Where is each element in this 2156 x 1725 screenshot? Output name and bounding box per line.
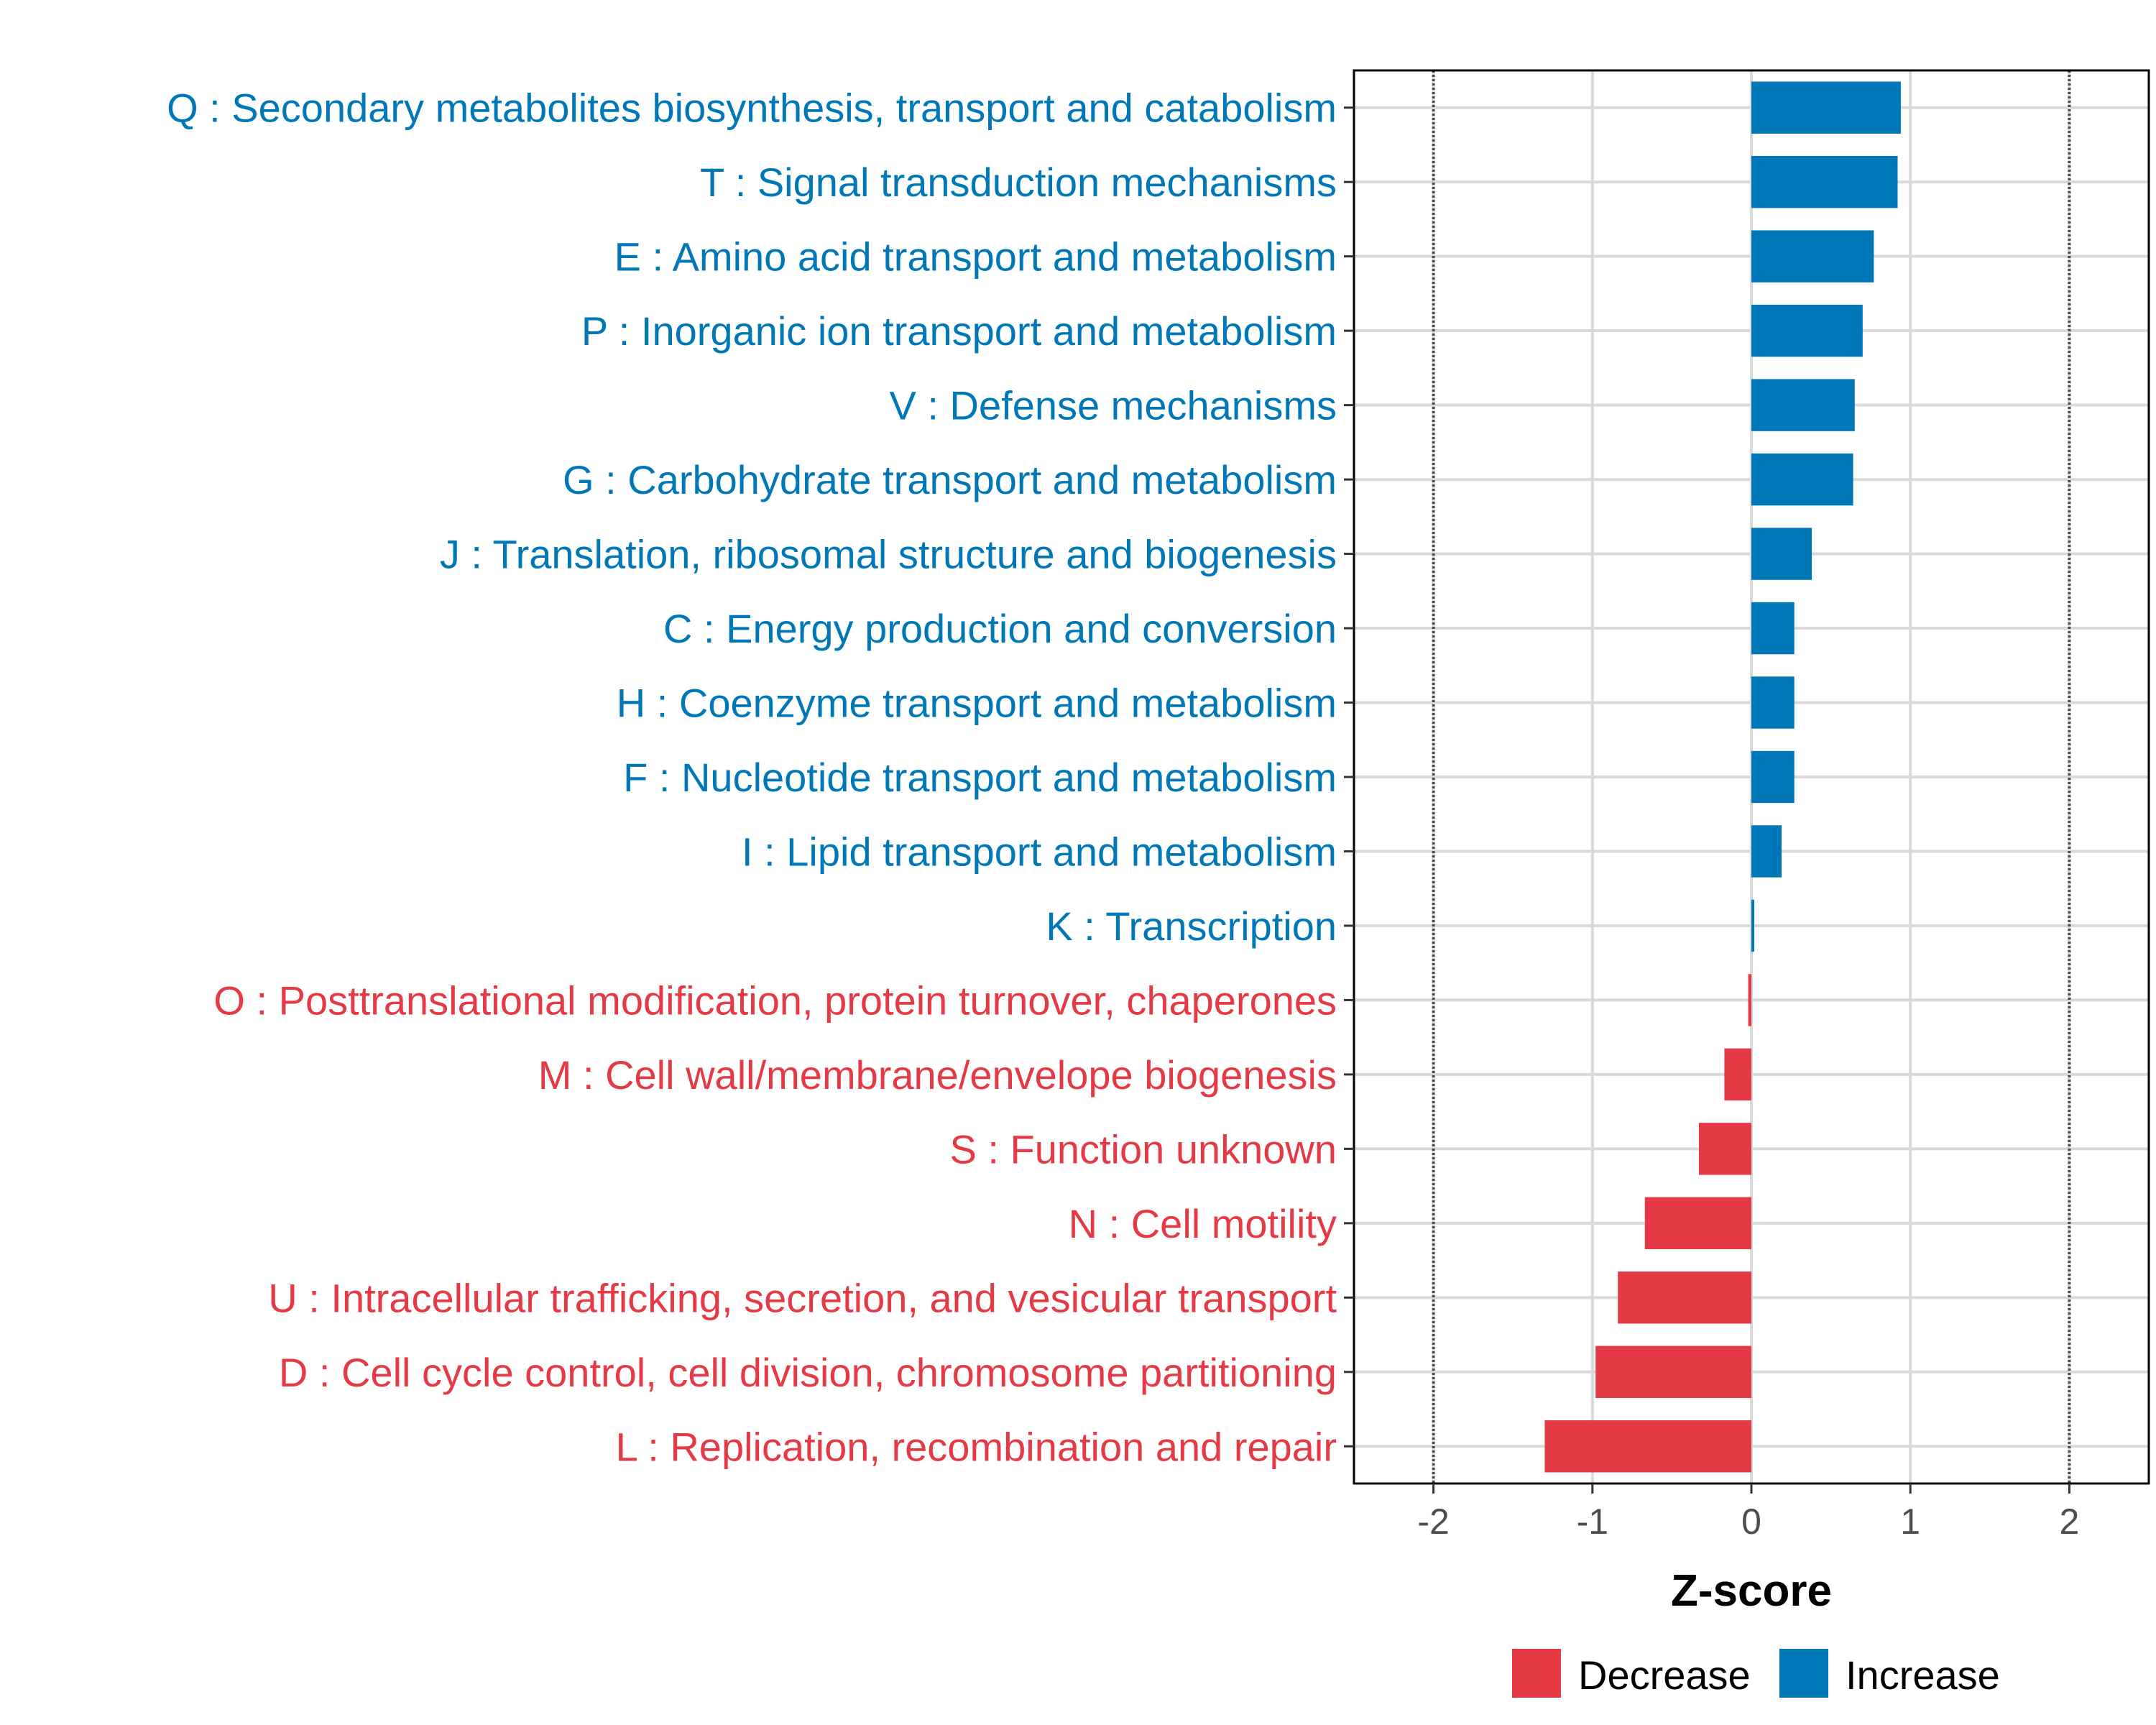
x-tick-label: -2 xyxy=(1417,1501,1449,1542)
bar xyxy=(1751,750,1795,804)
category-label: T : Signal transduction mechanisms xyxy=(700,160,1337,205)
category-label: H : Coenzyme transport and metabolism xyxy=(617,681,1337,726)
category-label: C : Energy production and conversion xyxy=(663,606,1337,651)
bar xyxy=(1751,379,1855,431)
category-label: N : Cell motility xyxy=(1069,1201,1337,1246)
category-label: J : Translation, ribosomal structure and… xyxy=(440,532,1337,577)
category-label: M : Cell wall/membrane/envelope biogenes… xyxy=(538,1052,1337,1098)
bar xyxy=(1724,1048,1751,1101)
bar xyxy=(1751,899,1754,952)
category-label: L : Replication, recombination and repai… xyxy=(616,1424,1337,1469)
bar xyxy=(1748,974,1751,1026)
category-label: Q : Secondary metabolites biosynthesis, … xyxy=(167,86,1337,131)
category-labels: Q : Secondary metabolites biosynthesis, … xyxy=(167,86,1354,1469)
category-label: F : Nucleotide transport and metabolism xyxy=(623,755,1337,800)
bar xyxy=(1751,825,1782,878)
bars xyxy=(1544,81,1901,1473)
legend-label: Increase xyxy=(1846,1652,2000,1698)
legend: Decrease Increase xyxy=(1512,1649,2000,1698)
legend-swatch xyxy=(1779,1649,1828,1698)
category-label: O : Posttranslational modification, prot… xyxy=(213,978,1337,1023)
bar xyxy=(1751,602,1795,655)
x-axis-ticks: -2 -1 0 1 2 xyxy=(1417,1484,2079,1542)
category-label: K : Transcription xyxy=(1046,903,1337,949)
reference-lines xyxy=(1432,70,2071,1484)
category-label: E : Amino acid transport and metabolism xyxy=(614,234,1337,280)
bar xyxy=(1595,1346,1751,1399)
category-label: S : Function unknown xyxy=(949,1126,1337,1172)
bar xyxy=(1751,453,1853,506)
category-label: V : Defense mechanisms xyxy=(890,383,1337,428)
bar xyxy=(1644,1197,1751,1250)
x-axis-title: Z-score xyxy=(1671,1566,1832,1616)
category-label: G : Carbohydrate transport and metabolis… xyxy=(563,457,1337,502)
bar xyxy=(1618,1271,1751,1324)
category-label: I : Lipid transport and metabolism xyxy=(742,829,1337,874)
legend-swatch xyxy=(1512,1649,1561,1698)
category-label: P : Inorganic ion transport and metaboli… xyxy=(581,308,1337,354)
bar xyxy=(1751,81,1901,134)
bar xyxy=(1751,528,1812,580)
category-label: D : Cell cycle control, cell division, c… xyxy=(279,1350,1337,1395)
x-tick-label: -1 xyxy=(1577,1501,1608,1542)
x-tick-label: 1 xyxy=(1900,1501,1920,1542)
legend-label: Decrease xyxy=(1578,1652,1751,1698)
x-tick-label: 2 xyxy=(2059,1501,2079,1542)
bar xyxy=(1751,155,1898,208)
bar xyxy=(1544,1420,1751,1473)
category-label: U : Intracellular trafficking, secretion… xyxy=(268,1275,1337,1320)
bar xyxy=(1699,1123,1751,1175)
bar xyxy=(1751,304,1863,357)
x-tick-label: 0 xyxy=(1741,1501,1761,1542)
bar xyxy=(1751,230,1874,282)
bar xyxy=(1751,676,1795,729)
